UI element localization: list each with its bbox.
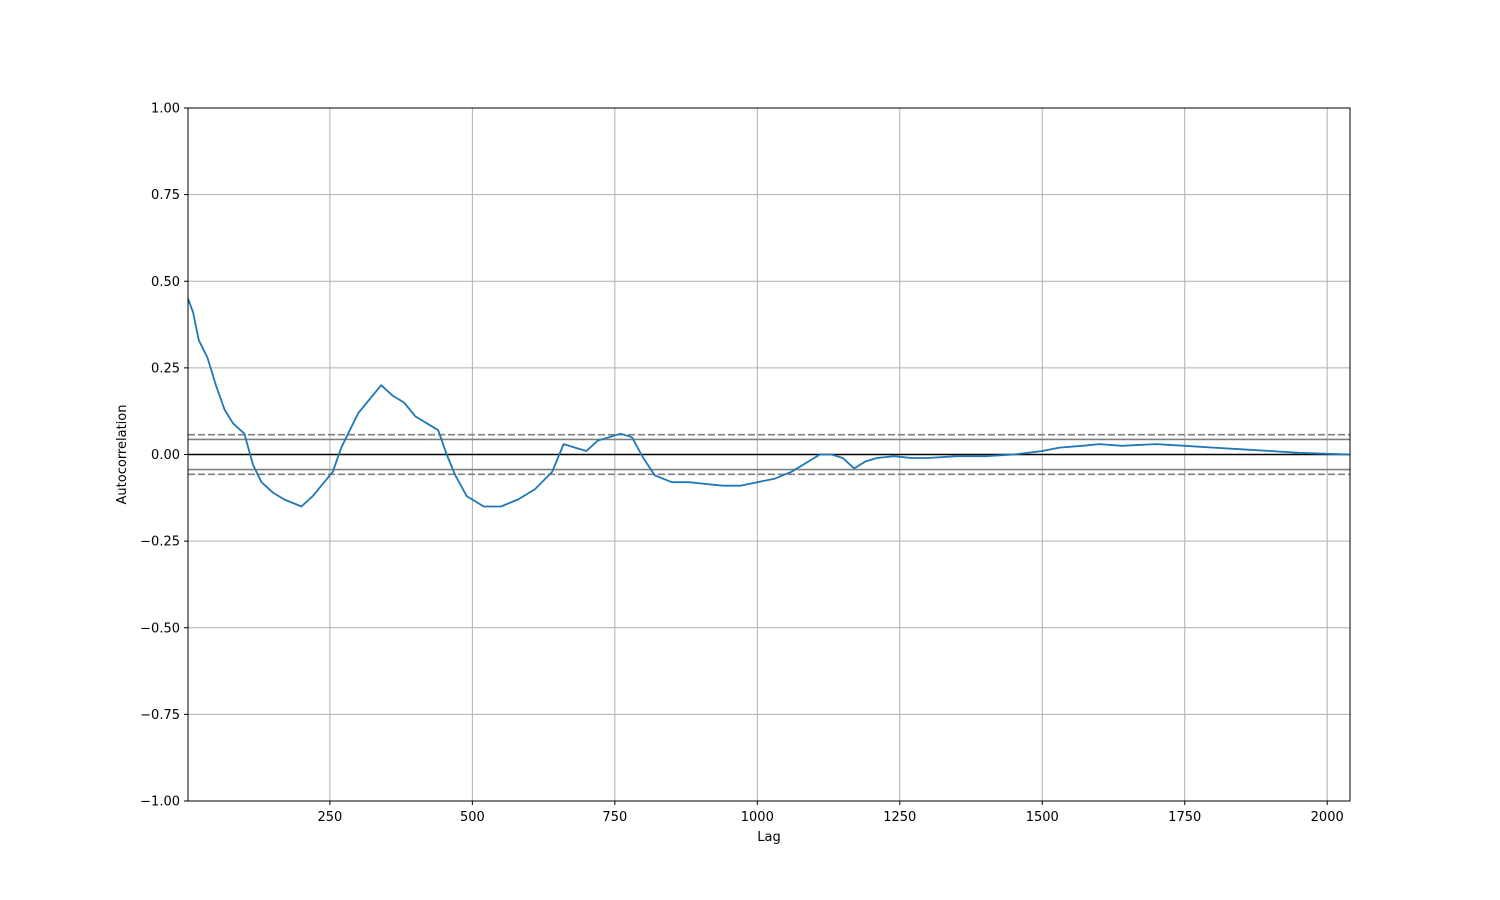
y-tick-label: −0.25 xyxy=(140,535,180,550)
axis-ticks: 250 500 750 1000 1250 1500 1750 2000 −1.00 −0.75 −… xyxy=(140,102,1344,826)
y-axis-label: Autocorrelation xyxy=(115,405,130,505)
y-tick-label: −0.50 xyxy=(140,621,180,636)
y-tick-label: −0.75 xyxy=(140,708,180,723)
autocorrelation-series-line xyxy=(187,298,1351,508)
y-tick-label: 0.25 xyxy=(151,361,180,376)
series xyxy=(187,298,1351,508)
x-tick-label: 500 xyxy=(460,810,485,825)
x-tick-label: 1500 xyxy=(1026,810,1059,825)
y-tick-label: −1.00 xyxy=(140,795,180,810)
x-tick-label: 1000 xyxy=(741,810,774,825)
y-tick-label: 0.75 xyxy=(151,188,180,203)
y-tick-label: 1.00 xyxy=(151,102,180,117)
y-tick-label: 0.00 xyxy=(151,448,180,463)
x-tick-label: 1750 xyxy=(1168,810,1201,825)
x-tick-label: 250 xyxy=(317,810,342,825)
x-tick-label: 2000 xyxy=(1311,810,1344,825)
y-tick-label: 0.50 xyxy=(151,275,180,290)
x-tick-label: 750 xyxy=(602,810,627,825)
reference-lines xyxy=(188,433,1350,476)
x-tick-label: 1250 xyxy=(883,810,916,825)
x-axis-label: Lag xyxy=(757,830,780,845)
